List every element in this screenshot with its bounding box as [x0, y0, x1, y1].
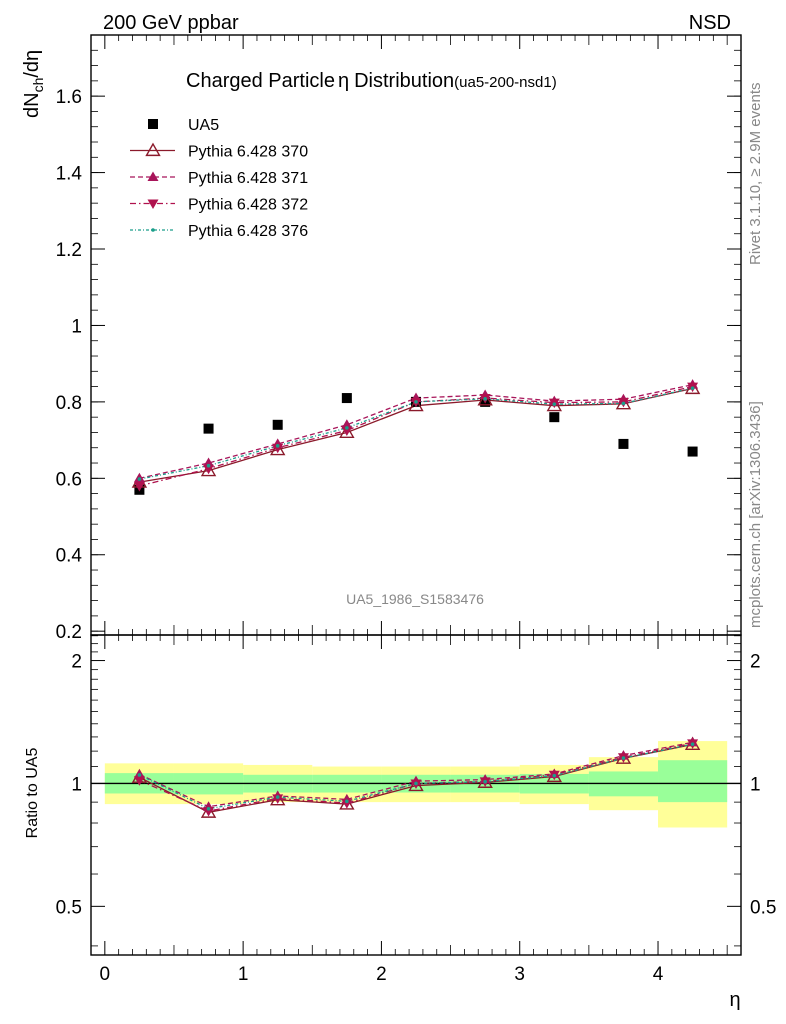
- ratio-data-point-s2: [341, 799, 353, 809]
- main-data-point-s0: [341, 393, 352, 404]
- ratio-y-tick-label: 2: [71, 652, 82, 673]
- main-y-tick-label: 0.6: [56, 469, 82, 490]
- legend-marker-1: [145, 142, 161, 157]
- legend: UA5 Pythia 6.428 370 Pythia 6.428 371 Pythi…: [130, 117, 308, 240]
- legend-label: Pythia 6.428 372: [188, 197, 308, 214]
- main-y-tick-label: 1: [71, 316, 82, 337]
- legend-marker-2: [147, 171, 159, 181]
- ratio-data-point-s2: [203, 807, 215, 817]
- main-y-tick-label: 0.4: [56, 546, 83, 567]
- main-y-tick-label: 1.6: [56, 87, 82, 108]
- legend-marker-0: [148, 119, 158, 129]
- ratio-data-point-s3: [275, 795, 280, 799]
- ratio-y-axis-label: Ratio to UA5: [24, 748, 41, 839]
- ratio-data-point-s2: [272, 794, 284, 804]
- main-data-point-s0: [272, 419, 283, 430]
- main-data-point-s3: [133, 481, 145, 492]
- ratio-y-tick-label: 0.5: [56, 897, 82, 918]
- main-data-point-s1: [477, 392, 493, 406]
- ratio-series-line-3: [139, 743, 693, 810]
- legend-marker-4: [151, 228, 155, 232]
- main-data-point-s4: [483, 397, 487, 401]
- ratio-data-point-s3: [621, 756, 626, 760]
- main-axis-ticks: 0.2 0.4 0.6 0.8 1 1.2 1.4 1.6: [56, 35, 741, 643]
- ratio-y-tick-label-right: 1: [750, 774, 761, 795]
- legend-marker-3: [147, 199, 159, 209]
- ratio-data-point-s3: [137, 773, 142, 777]
- ratio-data-point-s3: [345, 799, 349, 804]
- main-panel: 0.2 0.4 0.6 0.8 1 1.2 1.4 1.6 Charged Particle η…: [21, 34, 742, 643]
- main-y-tick-label: 0.2: [56, 622, 82, 643]
- main-data-point-s1: [269, 441, 286, 456]
- ratio-data-point-s2: [133, 776, 145, 786]
- main-data-point-s3: [341, 426, 353, 437]
- main-data-point-s3: [272, 443, 284, 454]
- main-series-line-4: [139, 387, 693, 480]
- legend-label: Pythia 6.428 371: [188, 170, 308, 187]
- rivet-label: Rivet 3.1.10, ≥ 2.9M events: [747, 83, 764, 266]
- ratio-frame: [90, 634, 742, 956]
- main-data-point-s4: [690, 386, 695, 390]
- main-data-point-s3: [203, 464, 215, 475]
- main-data-point-s4: [275, 444, 280, 448]
- header-left: 200 GeV ppbar: [103, 12, 239, 34]
- x-tick-label: 0: [100, 964, 111, 985]
- x-tick-label: 1: [238, 964, 249, 985]
- ratio-y-tick-label-right: 2: [750, 652, 761, 673]
- x-tick-label: 2: [376, 964, 387, 985]
- ratio-data-point-s0: [200, 804, 217, 818]
- ratio-data-point-s3: [690, 742, 695, 746]
- main-data-point-s1: [339, 424, 355, 439]
- main-data-point-s1: [200, 462, 217, 477]
- ratio-series-markers: [131, 736, 701, 818]
- main-y-tick-label: 1.4: [56, 164, 83, 185]
- main-data-point-s1: [408, 397, 424, 412]
- main-data-point-s0: [687, 446, 698, 457]
- ratio-y-tick-label-right: 0.5: [750, 897, 776, 918]
- main-series-line-3: [139, 385, 693, 487]
- main-data-point-s4: [552, 402, 557, 406]
- chart-subtitle: (ua5-200-nsd1): [454, 74, 557, 91]
- legend-label: Pythia 6.428 376: [188, 223, 308, 240]
- header-right: NSD: [689, 12, 731, 34]
- x-tick-label: 3: [514, 964, 525, 985]
- main-data-point-s4: [137, 477, 142, 481]
- ratio-data-point-s3: [414, 781, 418, 786]
- main-data-point-s0: [549, 412, 560, 423]
- x-tick-label: 4: [653, 964, 664, 985]
- ratio-data-point-s3: [206, 806, 211, 811]
- main-data-point-s0: [618, 438, 629, 449]
- main-y-axis-label: dNch/dη: [21, 50, 46, 118]
- chart-title: Charged Particle η Distribution(ua5-200-ns…: [186, 70, 557, 92]
- main-data-point-s0: [203, 423, 214, 434]
- ratio-data-point-s3: [483, 779, 487, 784]
- band-green-bin: [658, 760, 728, 803]
- main-y-tick-label: 1.2: [56, 240, 82, 261]
- analysis-watermark: UA5_1986_S1583476: [346, 591, 484, 607]
- ratio-y-tick-label: 1: [71, 774, 82, 795]
- ratio-panel: 0.5 0.5 1 1 2 2 0 1 2 3 4 Ratio to UA5 η: [24, 634, 776, 1011]
- main-data-point-s4: [414, 400, 418, 404]
- legend-label: UA5: [188, 117, 219, 134]
- main-data-point-s2: [203, 457, 215, 468]
- ratio-series-line-1: [139, 741, 693, 808]
- ratio-data-point-s3: [552, 773, 557, 778]
- main-data-point-s4: [345, 426, 349, 430]
- main-data-point-s2: [341, 419, 353, 429]
- legend-label: Pythia 6.428 370: [188, 144, 308, 161]
- ratio-axis-ticks: 0.5 0.5 1 1 2 2 0 1 2 3 4: [56, 635, 776, 985]
- main-data-point-s4: [206, 463, 211, 468]
- main-y-tick-label: 0.8: [56, 393, 82, 414]
- x-axis-label: η: [729, 989, 740, 1011]
- main-series-markers: [131, 379, 701, 495]
- mcplots-label: mcplots.cern.ch [arXiv:1306.3436]: [747, 401, 764, 628]
- main-data-point-s4: [621, 401, 626, 406]
